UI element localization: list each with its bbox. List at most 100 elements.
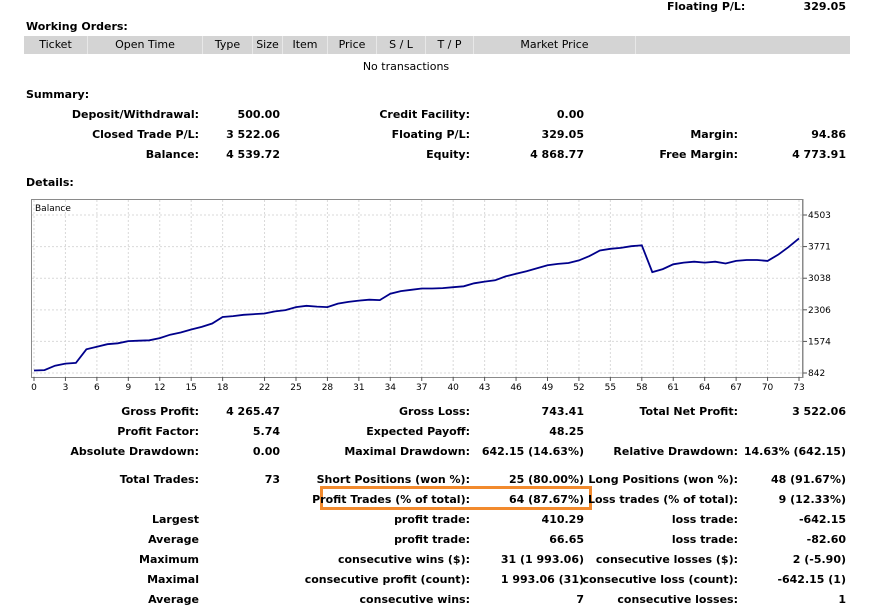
- relative-drawdown-value: 14.63% (642.15): [743, 445, 846, 458]
- maximal-profit-label: consecutive profit (count):: [304, 573, 470, 586]
- deposit-label: Deposit/Withdrawal:: [71, 108, 199, 121]
- x-tick-label: 6: [94, 383, 100, 393]
- maximal-drawdown-value: 642.15 (14.63%): [481, 445, 584, 458]
- credit-value: 0.00: [556, 108, 584, 121]
- free-margin-value: 4 773.91: [792, 148, 846, 161]
- top-floating-value: 329.05: [803, 0, 846, 13]
- absolute-drawdown-label: Absolute Drawdown:: [70, 445, 199, 458]
- x-tick-label: 58: [636, 383, 648, 393]
- x-tick-label: 28: [322, 383, 334, 393]
- x-tick-label: 15: [185, 383, 196, 393]
- balance-chart: Balance 4503 3771 3038 2306 1574 842 0 3 6 9 12 15…: [31, 199, 831, 393]
- long-positions-value: 48 (91.67%): [770, 473, 846, 486]
- col-size[interactable]: Size: [253, 36, 283, 54]
- y-tick-label: 3038: [808, 274, 831, 284]
- margin-value: 94.86: [811, 128, 846, 141]
- x-tick-label: 52: [573, 383, 584, 393]
- maximal-profit-value: 1 993.06 (31): [500, 573, 584, 586]
- total-trades-label: Total Trades:: [119, 473, 199, 486]
- details-title: Details:: [26, 176, 74, 189]
- largest-loss-label: loss trade:: [671, 513, 738, 526]
- gross-profit-value: 4 265.47: [226, 405, 280, 418]
- average-profit-label: profit trade:: [394, 533, 470, 546]
- profit-trades-label: Profit Trades (% of total):: [312, 493, 470, 506]
- orders-table-header: Ticket Open Time Type Size Item Price S …: [24, 36, 850, 54]
- loss-trades-label: Loss trades (% of total):: [587, 493, 738, 506]
- maximal-loss-label: consecutive loss (count):: [582, 573, 738, 586]
- balance-label: Balance:: [145, 148, 199, 161]
- gross-profit-label: Gross Profit:: [121, 405, 199, 418]
- col-tp[interactable]: T / P: [426, 36, 474, 54]
- y-tick-label: 3771: [808, 243, 831, 253]
- x-tick-label: 25: [290, 383, 301, 393]
- largest-profit-label: profit trade:: [394, 513, 470, 526]
- maximal-label: Maximal: [147, 573, 199, 586]
- floating-label: Floating P/L:: [391, 128, 470, 141]
- col-item[interactable]: Item: [283, 36, 328, 54]
- x-tick-label: 55: [605, 383, 616, 393]
- x-tick-label: 43: [479, 383, 490, 393]
- x-tick-label: 40: [447, 383, 459, 393]
- x-tick-label: 37: [416, 383, 427, 393]
- margin-label: Margin:: [690, 128, 738, 141]
- profit-trades-highlight: [320, 486, 592, 510]
- x-tick-label: 9: [125, 383, 131, 393]
- x-tick-label: 18: [217, 383, 229, 393]
- max-consecutive-wins-value: 31 (1 993.06): [500, 553, 584, 566]
- equity-label: Equity:: [426, 148, 470, 161]
- summary-title: Summary:: [26, 88, 90, 101]
- maximum-label: Maximum: [139, 553, 199, 566]
- short-positions-value: 25 (80.00%): [508, 473, 584, 486]
- absolute-drawdown-value: 0.00: [252, 445, 280, 458]
- expected-payoff-value: 48.25: [549, 425, 584, 438]
- equity-value: 4 868.77: [530, 148, 584, 161]
- col-ticket[interactable]: Ticket: [24, 36, 88, 54]
- y-tick-label: 1574: [808, 337, 831, 347]
- y-tick-label: 842: [808, 369, 825, 379]
- total-trades-value: 73: [264, 473, 280, 486]
- x-tick-label: 22: [259, 383, 270, 393]
- no-transactions-text: No transactions: [362, 60, 450, 73]
- avg-consecutive-wins-label: consecutive wins:: [359, 593, 470, 606]
- largest-label: Largest: [152, 513, 199, 526]
- profit-factor-label: Profit Factor:: [117, 425, 199, 438]
- average-loss-label: loss trade:: [671, 533, 738, 546]
- maximal-drawdown-label: Maximal Drawdown:: [344, 445, 470, 458]
- gross-loss-value: 743.41: [541, 405, 584, 418]
- col-sl[interactable]: S / L: [377, 36, 426, 54]
- balance-series-line: [33, 237, 800, 372]
- x-tick-label: 73: [793, 383, 804, 393]
- avg-consecutive-losses-label: consecutive losses:: [617, 593, 738, 606]
- x-tick-label: 0: [31, 383, 37, 393]
- free-margin-label: Free Margin:: [659, 148, 738, 161]
- col-price[interactable]: Price: [328, 36, 377, 54]
- x-tick-label: 49: [542, 383, 554, 393]
- working-orders-title: Working Orders:: [26, 20, 128, 33]
- profit-trades-value: 64 (87.67%): [508, 493, 584, 506]
- average2-label: Average: [148, 593, 199, 606]
- balance-value: 4 539.72: [226, 148, 280, 161]
- expected-payoff-label: Expected Payoff:: [366, 425, 470, 438]
- total-net-label: Total Net Profit:: [639, 405, 739, 418]
- x-tick-label: 67: [730, 383, 741, 393]
- x-tick-label: 64: [699, 383, 711, 393]
- col-open-time[interactable]: Open Time: [88, 36, 203, 54]
- x-tick-label: 70: [762, 383, 774, 393]
- col-market-price[interactable]: Market Price: [474, 36, 636, 54]
- largest-loss-value: -642.15: [798, 513, 846, 526]
- relative-drawdown-label: Relative Drawdown:: [613, 445, 738, 458]
- average-loss-value: -82.60: [806, 533, 846, 546]
- x-tick-label: 12: [154, 383, 165, 393]
- x-tick-label: 46: [510, 383, 522, 393]
- long-positions-label: Long Positions (won %):: [588, 473, 738, 486]
- chart-legend: Balance: [35, 204, 71, 214]
- floating-value: 329.05: [541, 128, 584, 141]
- y-tick-label: 2306: [808, 306, 831, 316]
- deposit-value: 500.00: [237, 108, 280, 121]
- max-consecutive-losses-value: 2 (-5.90): [792, 553, 846, 566]
- col-type[interactable]: Type: [203, 36, 253, 54]
- max-consecutive-wins-label: consecutive wins ($):: [337, 553, 470, 566]
- closed-trade-value: 3 522.06: [226, 128, 280, 141]
- average-profit-value: 66.65: [549, 533, 584, 546]
- gross-loss-label: Gross Loss:: [399, 405, 470, 418]
